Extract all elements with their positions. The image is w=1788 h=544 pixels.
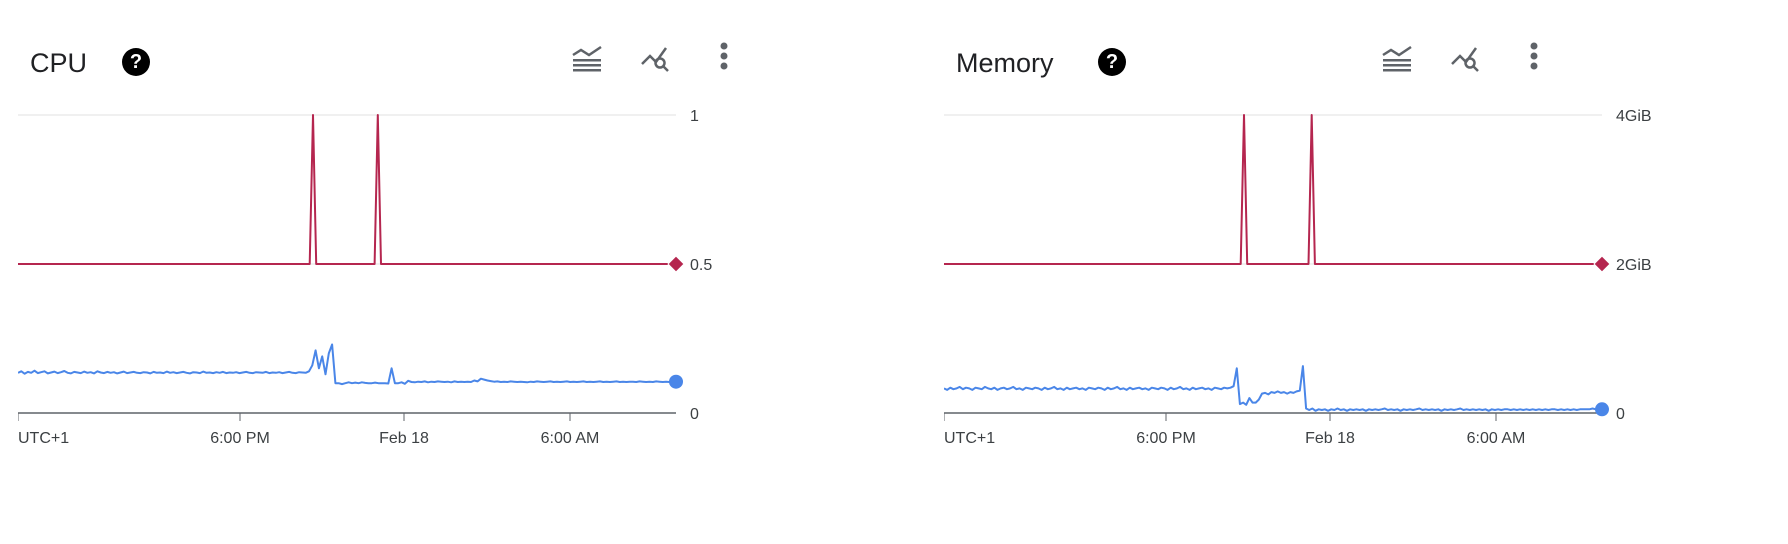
series-end-marker-diamond[interactable] bbox=[667, 255, 685, 273]
cpu-chart-panel: CPU ? 0 0.5 1 UTC+1 6:00 PM Feb 18 6:00 AM bbox=[18, 0, 778, 544]
series-end-marker-diamond[interactable] bbox=[1593, 255, 1611, 273]
x-tick-label: 6:00 AM bbox=[1467, 430, 1526, 447]
memory-chart-title: Memory bbox=[956, 48, 1054, 78]
x-tick-label: 6:00 PM bbox=[210, 430, 270, 447]
x-tick-label: 6:00 AM bbox=[541, 430, 600, 447]
explore-chart-icon[interactable] bbox=[1446, 36, 1486, 76]
y-tick-label: 1 bbox=[690, 108, 699, 125]
x-tick-label: Feb 18 bbox=[379, 430, 429, 447]
help-circle-icon[interactable]: ? bbox=[122, 48, 150, 76]
legend-toggle-icon[interactable] bbox=[567, 36, 607, 76]
help-circle-icon[interactable]: ? bbox=[1098, 48, 1126, 76]
y-tick-label: 0 bbox=[690, 406, 699, 423]
timezone-label: UTC+1 bbox=[944, 430, 995, 447]
more-vert-icon[interactable] bbox=[704, 36, 744, 76]
series-line-1[interactable] bbox=[18, 343, 676, 386]
series-end-marker-circle[interactable] bbox=[1595, 402, 1609, 417]
y-tick-label: 0.5 bbox=[690, 257, 712, 274]
more-vert-icon[interactable] bbox=[1514, 36, 1554, 76]
legend-toggle-icon[interactable] bbox=[1377, 36, 1417, 76]
y-tick-label: 2GiB bbox=[1616, 257, 1652, 274]
series-line-0[interactable] bbox=[18, 114, 676, 265]
memory-line-chart: 0 2GiB 4GiB UTC+1 6:00 PM Feb 18 6:00 AM bbox=[944, 108, 1652, 447]
x-tick-label: Feb 18 bbox=[1305, 430, 1355, 447]
cpu-chart-header: CPU ? bbox=[18, 40, 778, 90]
cpu-chart-title: CPU bbox=[30, 48, 88, 78]
series-line-0[interactable] bbox=[944, 114, 1602, 265]
series-end-marker-circle[interactable] bbox=[669, 374, 683, 389]
timezone-label: UTC+1 bbox=[18, 430, 69, 447]
x-tick-label: 6:00 PM bbox=[1136, 430, 1196, 447]
y-tick-label: 4GiB bbox=[1616, 108, 1652, 125]
memory-chart-panel: Memory ? 0 2GiB 4GiB UTC+1 6:00 PM Feb 18 6:00… bbox=[944, 0, 1704, 544]
explore-chart-icon[interactable] bbox=[636, 36, 676, 76]
series-line-1[interactable] bbox=[944, 365, 1602, 412]
memory-chart-header: Memory ? bbox=[944, 40, 1704, 90]
y-tick-label: 0 bbox=[1616, 406, 1625, 423]
cpu-line-chart: 0 0.5 1 UTC+1 6:00 PM Feb 18 6:00 AM bbox=[18, 108, 712, 447]
